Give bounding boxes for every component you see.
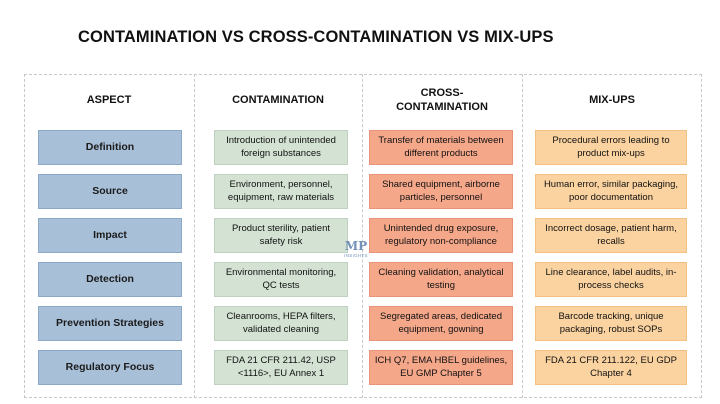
aspect-cell: Prevention Strategies <box>38 306 182 341</box>
mix-ups-cell: Procedural errors leading to product mix… <box>535 130 687 165</box>
header-mix-ups: MIX-UPS <box>589 93 635 106</box>
column-divider <box>362 74 363 398</box>
header-contamination: CONTAMINATION <box>232 93 324 106</box>
comparison-table-frame <box>24 74 702 398</box>
aspect-cell: Detection <box>38 262 182 297</box>
contamination-cell: Introduction of unintended foreign subst… <box>214 130 348 165</box>
cross-contamination-cell: Shared equipment, airborne particles, pe… <box>369 174 513 209</box>
column-divider <box>194 74 195 398</box>
mix-ups-cell: Incorrect dosage, patient harm, recalls <box>535 218 687 253</box>
cross-contamination-cell: Cleaning validation, analytical testing <box>369 262 513 297</box>
cross-contamination-cell: ICH Q7, EMA HBEL guidelines, EU GMP Chap… <box>369 350 513 385</box>
page-title: CONTAMINATION VS CROSS-CONTAMINATION VS … <box>78 28 554 46</box>
contamination-cell: Environmental monitoring, QC tests <box>214 262 348 297</box>
mix-ups-cell: Barcode tracking, unique packaging, robu… <box>535 306 687 341</box>
contamination-cell: Environment, personnel, equipment, raw m… <box>214 174 348 209</box>
mix-ups-cell: Line clearance, label audits, in-process… <box>535 262 687 297</box>
contamination-cell: Product sterility, patient safety risk <box>214 218 348 253</box>
aspect-cell: Impact <box>38 218 182 253</box>
contamination-cell: Cleanrooms, HEPA filters, validated clea… <box>214 306 348 341</box>
header-aspect: ASPECT <box>86 93 132 106</box>
cross-contamination-cell: Segregated areas, dedicated equipment, g… <box>369 306 513 341</box>
aspect-cell: Regulatory Focus <box>38 350 182 385</box>
cross-contamination-cell: Transfer of materials between different … <box>369 130 513 165</box>
cross-contamination-cell: Unintended drug exposure, regulatory non… <box>369 218 513 253</box>
contamination-cell: FDA 21 CFR 211.42, USP <1116>, EU Annex … <box>214 350 348 385</box>
header-cross-contamination: CROSS-CONTAMINATION <box>396 86 488 113</box>
mix-ups-cell: FDA 21 CFR 211.122, EU GDP Chapter 4 <box>535 350 687 385</box>
aspect-cell: Source <box>38 174 182 209</box>
column-divider <box>522 74 523 398</box>
watermark-sub: INSIGHTS <box>344 253 368 258</box>
watermark-logo: MP INSIGHTS <box>336 240 376 266</box>
aspect-cell: Definition <box>38 130 182 165</box>
watermark-mark: MP <box>344 239 368 253</box>
mix-ups-cell: Human error, similar packaging, poor doc… <box>535 174 687 209</box>
